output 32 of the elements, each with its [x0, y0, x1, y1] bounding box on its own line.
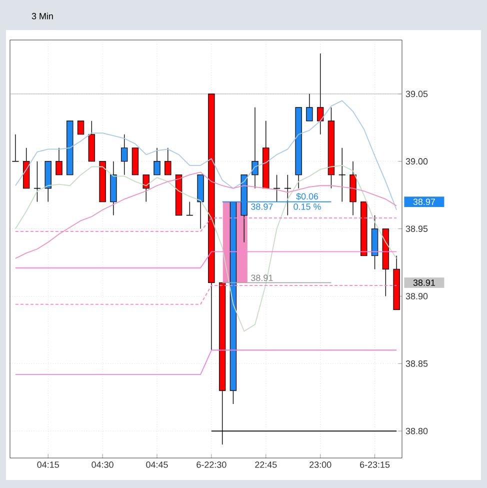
y-tick-label: 38.85	[406, 360, 428, 367]
line-series	[14, 172, 398, 259]
x-tick-label: 04:30	[92, 462, 114, 468]
candlestick	[142, 174, 150, 202]
x-tick-label: 23:00	[310, 462, 332, 468]
line-series	[14, 164, 398, 332]
candlestick	[316, 53, 324, 135]
annotation: $0.06	[296, 192, 318, 200]
x-tick-label: 04:15	[37, 462, 59, 468]
annotation: 38.97	[251, 203, 273, 210]
candlestick	[120, 134, 128, 176]
y-tick-label: 39.00	[406, 158, 428, 165]
x-tick-label: 6-22:30	[196, 462, 226, 468]
y-tick-label: 39.05	[406, 90, 428, 98]
text: 38.97	[413, 198, 435, 205]
candlestick	[154, 148, 160, 176]
x-tick-label: 6-23:15	[360, 462, 390, 468]
candlestick	[252, 107, 258, 189]
text: 38.91	[413, 280, 435, 286]
candlestick	[306, 94, 313, 122]
y-tick-label: 38.80	[406, 428, 428, 434]
y-tick-label: 38.90	[406, 293, 428, 300]
candlestick	[77, 120, 84, 135]
line-series	[14, 100, 398, 210]
x-tick-label: 22:45	[255, 462, 277, 468]
y-tick-label: 38.95	[406, 226, 428, 232]
candlestick	[56, 148, 62, 176]
chart-title: 3 Min	[32, 12, 53, 20]
annotation: 38.91	[251, 274, 273, 282]
x-tick-label: 04:45	[146, 462, 168, 468]
annotation: 0.15 %	[294, 203, 321, 210]
candlestick	[164, 148, 172, 176]
